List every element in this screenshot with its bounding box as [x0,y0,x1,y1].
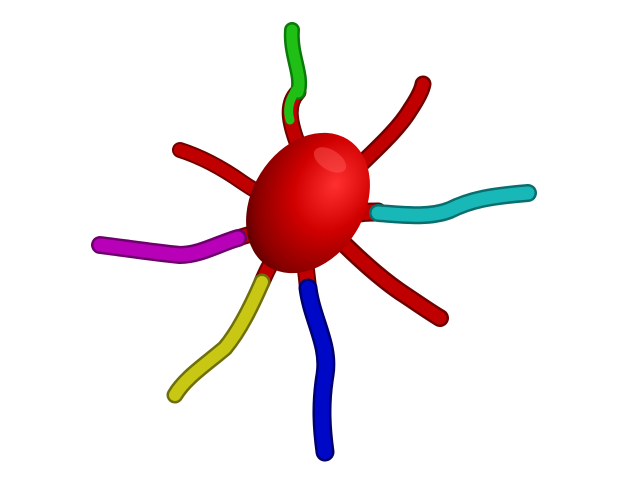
leg-red-upper-right [346,75,432,179]
central-body [246,132,370,274]
leg-red-lower-right [329,229,449,327]
leg-green [281,22,309,159]
